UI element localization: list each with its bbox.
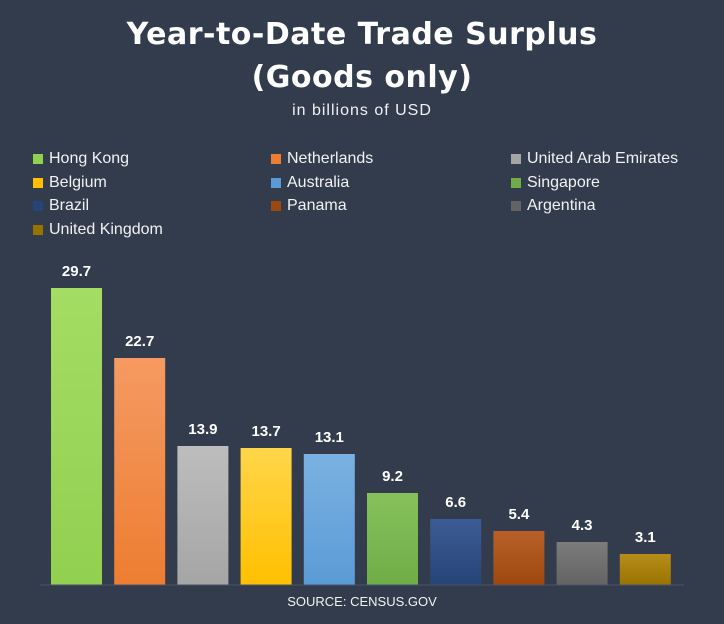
legend-label: Hong Kong [49, 150, 130, 167]
legend-label: Argentina [527, 197, 596, 214]
legend-label: Australia [287, 173, 350, 191]
chart-title-line-1: Year-to-Date Trade Surplus [126, 17, 598, 52]
legend-swatch [33, 201, 43, 211]
legend-swatch [511, 201, 521, 211]
legend-item: United Arab Emirates [511, 148, 678, 170]
legend-swatch [33, 154, 43, 164]
bar-value-label: 6.6 [445, 494, 466, 511]
legend-label: United Arab Emirates [527, 150, 679, 167]
legend-item: Hong Kong [33, 148, 129, 170]
bar-value-label: 5.4 [508, 506, 530, 523]
chart-subtitle: in billions of USD [292, 102, 432, 119]
bars-layer [51, 288, 671, 585]
legend-label: Brazil [49, 197, 90, 214]
bar [51, 288, 102, 585]
bar-value-label: 13.7 [251, 423, 280, 440]
value-labels-layer: 29.7 22.7 13.9 13.7 13.1 9.2 6.6 5.4 4.3 3.1 [62, 263, 656, 546]
legend-label: Netherlands [287, 150, 374, 167]
bar-value-label: 4.3 [572, 517, 593, 534]
bar [240, 448, 292, 585]
legend-label: Panama [287, 197, 347, 214]
bar [493, 531, 545, 585]
chart-source: SOURCE: CENSUS.GOV [287, 594, 437, 609]
legend-swatch [33, 224, 43, 235]
legend-label: Belgium [49, 173, 107, 191]
legend-item: Brazil [33, 195, 89, 217]
bar [619, 554, 671, 585]
bar-value-label: 13.9 [188, 421, 217, 438]
legend-item: Singapore [511, 172, 600, 194]
bar-value-label: 29.7 [62, 263, 91, 280]
bar [367, 493, 418, 585]
bar-value-label: 3.1 [635, 529, 656, 546]
chart-title-line-2: (Goods only) [251, 60, 473, 95]
legend-swatch [271, 201, 281, 211]
legend-item: Netherlands [271, 148, 373, 170]
bar-value-label: 13.1 [315, 429, 344, 446]
bar [177, 446, 229, 585]
legend-swatch [271, 177, 281, 188]
legend-label: Singapore [527, 173, 600, 191]
bar [303, 454, 355, 585]
legend-item: Argentina [511, 195, 596, 217]
bar [114, 358, 166, 585]
bar [430, 519, 482, 585]
legend-item: Belgium [33, 172, 107, 194]
bar-value-label: 22.7 [125, 333, 154, 350]
legend-swatch [511, 154, 521, 164]
legend-swatch [33, 177, 43, 188]
bar-value-label: 9.2 [382, 468, 403, 485]
bar [556, 542, 608, 585]
legend-item: Panama [271, 195, 347, 217]
legend-item: Australia [271, 172, 349, 194]
legend-label: United Kingdom [49, 220, 163, 238]
legend-swatch [511, 177, 521, 188]
legend-item: United Kingdom [33, 219, 163, 241]
legend-swatch [271, 154, 281, 164]
